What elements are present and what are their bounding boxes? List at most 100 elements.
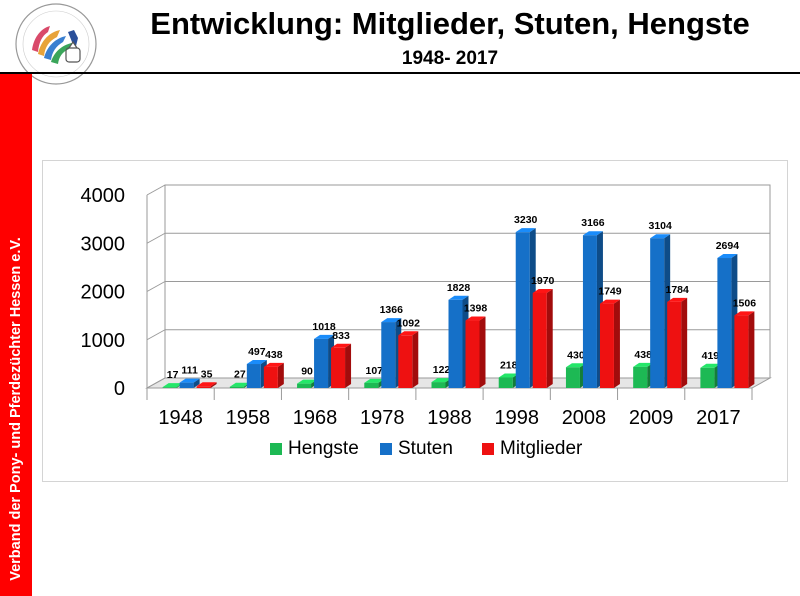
gridline-depth [146,232,166,244]
bar-front [532,292,547,388]
bar-front [650,238,665,388]
bar-top [717,254,738,259]
bar-mitglieder-1968 [331,343,352,388]
bar-mitglieder-1958 [263,362,284,388]
bar-front [448,299,463,388]
y-tick-label: 2000 [81,282,126,304]
bar-front [196,386,211,388]
bar-top [246,360,267,365]
bar-side [748,311,755,388]
bar-top [364,378,385,383]
bar-side [546,288,553,388]
data-label: 1749 [598,286,622,298]
bar-top [196,382,217,387]
bar-mitglieder-1988 [465,316,486,388]
gridline-depth [146,184,166,196]
bar-side [345,343,352,388]
bar-mitglieder-2008 [599,299,620,388]
bar-top [700,363,721,368]
x-tick-label: 1978 [360,407,405,429]
data-label: 27 [234,369,246,381]
bar-top [582,231,603,236]
data-label: 122 [433,364,451,376]
y-tick-label: 3000 [81,233,126,255]
bar-front [263,366,278,388]
bar-mitglieder-1948 [196,382,217,388]
association-logo [15,3,97,85]
bar-front [700,367,715,388]
data-label: 1398 [464,303,488,315]
bar-top [515,228,536,233]
bar-top [734,311,755,316]
bar-side [479,316,486,388]
bar-front [599,303,614,388]
bar-top [162,383,183,388]
data-label: 497 [248,346,266,358]
bar-top [465,316,486,321]
sidebar-banner: Verband der Pony- und Pferdezüchter Hess… [0,74,32,596]
bar-side [613,299,620,388]
data-label: 430 [567,349,585,361]
data-label: 35 [201,368,213,380]
y-tick-label: 4000 [81,185,126,207]
bar-stuten-1958 [246,360,267,388]
bar-mitglieder-2017 [734,311,755,388]
data-label: 107 [366,365,384,377]
bar-front [565,367,580,388]
bar-side [210,382,217,388]
gridline-depth [146,281,166,292]
bar-side [277,362,284,388]
header-divider [0,72,800,74]
data-label: 3104 [648,220,672,232]
x-tick-label: 1968 [293,407,338,429]
data-label: 218 [500,359,518,371]
bar-front [297,383,312,388]
x-tick-label: 2008 [562,407,607,429]
legend-swatch-mitglieder [482,443,494,455]
bar-front [179,382,194,388]
gridline-depth [146,377,166,389]
bar-top [667,297,688,302]
bar-top [565,363,586,368]
x-tick-label: 2017 [696,407,741,429]
bar-front [162,387,177,388]
bar-front [633,366,648,388]
data-label: 833 [332,330,350,342]
legend-swatch-hengste [270,443,282,455]
bar-front [515,232,530,388]
bar-front [246,364,261,388]
bar-front [717,258,732,388]
data-label: 111 [181,365,198,377]
legend-label-mitglieder: Mitglieder [500,438,583,459]
data-label: 90 [301,366,313,378]
bar-front [229,386,244,388]
sidebar-text: Verband der Pony- und Pferdezüchter Hess… [8,237,24,581]
bar-front [667,301,682,388]
data-label: 1828 [447,282,471,294]
bar-side [412,331,419,388]
bar-top [314,334,335,339]
bar-top [398,331,419,336]
bar-top [448,295,469,300]
data-label: 3166 [581,217,605,229]
bar-mitglieder-2009 [667,297,688,388]
horse-logo-icon [32,26,81,64]
gridline-depth [146,329,166,341]
data-label: 438 [265,349,283,361]
legend-swatch-stuten [380,443,392,455]
data-label: 419 [702,350,720,362]
bar-top [431,378,452,383]
data-label: 1784 [665,284,689,296]
bar-front [431,382,446,388]
bar-top [179,378,200,383]
data-label: 1018 [312,321,336,333]
bar-front [734,315,749,388]
page-subtitle: 1948- 2017 [401,48,499,69]
bar-front [364,382,379,388]
bar-mitglieder-1978 [398,331,419,388]
bar-top [532,288,553,293]
data-label: 438 [634,349,652,361]
bar-front [398,335,413,388]
bar-top [229,382,250,387]
